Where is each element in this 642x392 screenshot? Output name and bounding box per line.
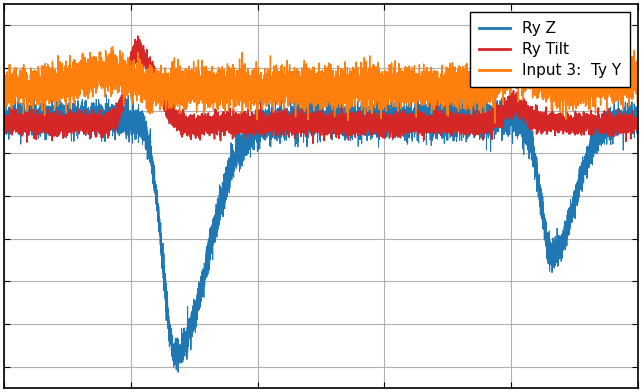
Line: Ry Tilt: Ry Tilt bbox=[4, 36, 638, 143]
Input 3:  Ty Y: (7.74e+03, -0.29): Ty Y: (7.74e+03, -0.29) bbox=[491, 121, 499, 125]
Ry Tilt bbox=[310, 119, 318, 123]
Ry Tilt bbox=[309, 141, 317, 145]
Ry Tilt bbox=[600, 123, 608, 127]
Input 3:  Ty Y: (414, 0.86): Ty Y: (414, 0.86) bbox=[26, 72, 34, 76]
Ry Z bbox=[39, 114, 46, 119]
Ry Z bbox=[634, 112, 641, 117]
Line: Ry Z: Ry Z bbox=[4, 90, 638, 372]
Ry Tilt bbox=[634, 115, 641, 120]
Ry Z bbox=[310, 126, 318, 131]
Ry Tilt bbox=[26, 119, 34, 124]
Ry Z bbox=[3, 122, 11, 127]
Input 3:  Ty Y: (0, 0.603): Ty Y: (0, 0.603) bbox=[0, 83, 8, 87]
Ry Z bbox=[0, 113, 8, 118]
Input 3:  Ty Y: (1.96e+03, 0.654): Ty Y: (1.96e+03, 0.654) bbox=[125, 80, 132, 85]
Ry Z bbox=[26, 123, 34, 127]
Ry Z bbox=[13, 87, 21, 92]
Ry Z bbox=[125, 115, 132, 120]
Ry Z bbox=[600, 114, 608, 118]
Legend: Ry Z, Ry Tilt, Input 3:  Ty Y: Ry Z, Ry Tilt, Input 3: Ty Y bbox=[470, 12, 630, 87]
Ry Tilt bbox=[125, 76, 132, 81]
Input 3:  Ty Y: (4.89e+03, 0.00203): Ty Y: (4.89e+03, 0.00203) bbox=[310, 108, 318, 113]
Ry Tilt bbox=[39, 126, 46, 131]
Ry Tilt bbox=[0, 122, 8, 127]
Line: Input 3:  Ty Y: Input 3: Ty Y bbox=[4, 37, 638, 123]
Input 3:  Ty Y: (598, 0.74): Ty Y: (598, 0.74) bbox=[39, 77, 46, 82]
Input 3:  Ty Y: (45, 0.509): Ty Y: (45, 0.509) bbox=[3, 87, 11, 91]
Input 3:  Ty Y: (9.47e+03, 0.777): Ty Y: (9.47e+03, 0.777) bbox=[600, 75, 608, 80]
Input 3:  Ty Y: (1e+04, 0.297): Ty Y: (1e+04, 0.297) bbox=[634, 96, 641, 100]
Ry Z bbox=[174, 370, 182, 375]
Ry Tilt bbox=[134, 34, 142, 38]
Input 3:  Ty Y: (8.02e+03, 1.72): Ty Y: (8.02e+03, 1.72) bbox=[508, 35, 516, 40]
Ry Tilt bbox=[3, 126, 11, 131]
